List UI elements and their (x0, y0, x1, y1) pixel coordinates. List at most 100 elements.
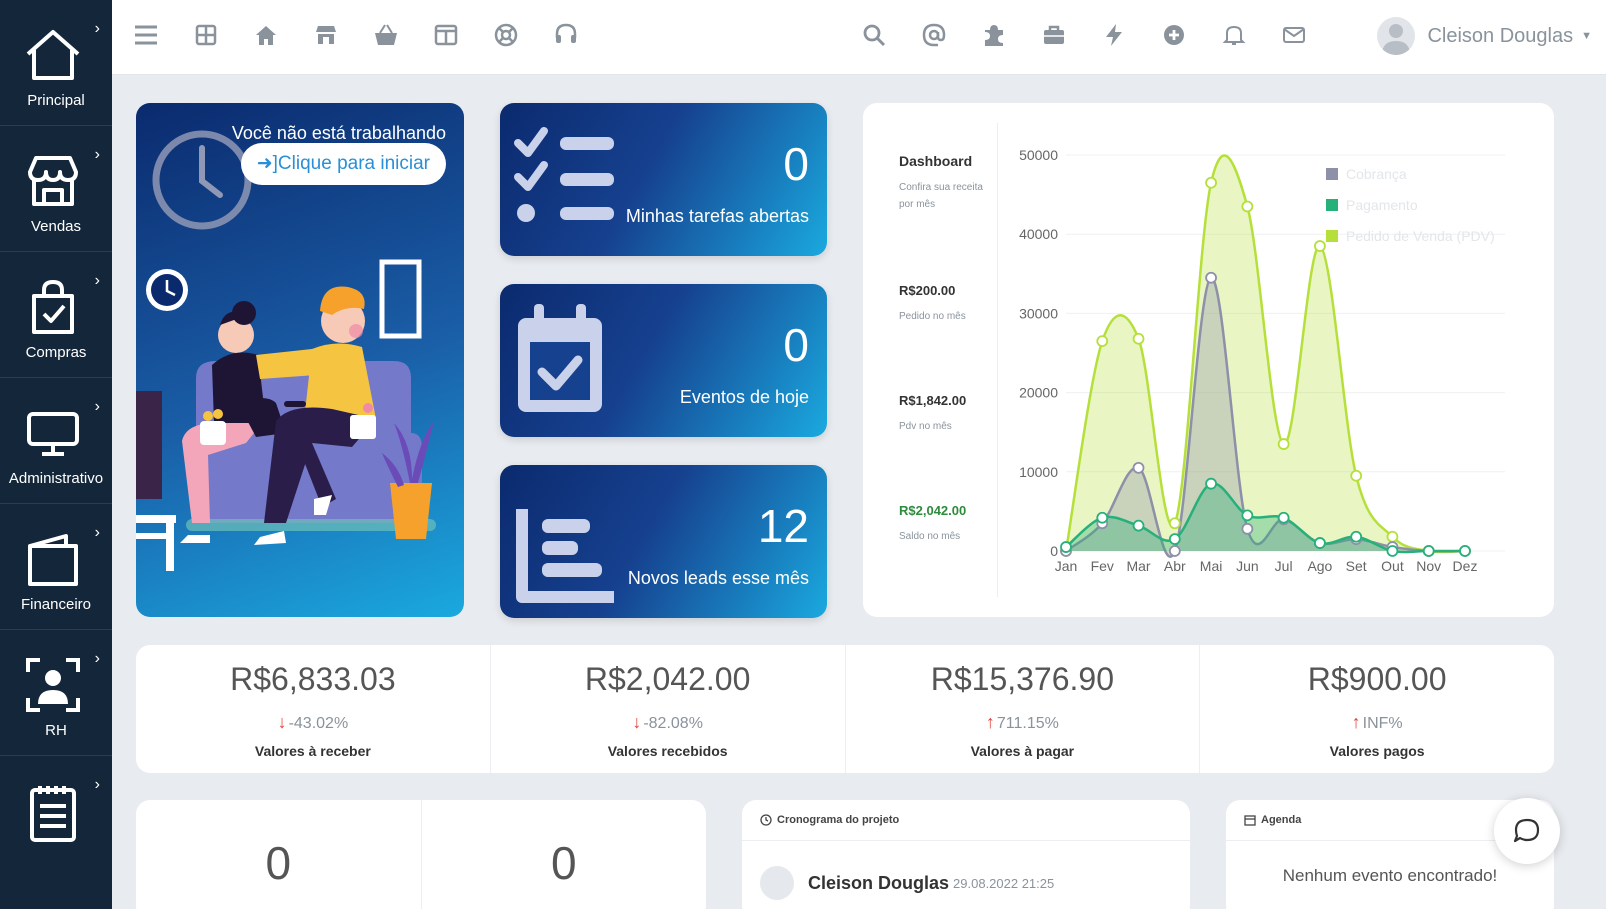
y-tick-label: 50000 (1019, 147, 1058, 163)
sidebar-item-rh[interactable]: › RH (0, 630, 112, 756)
columns-icon[interactable] (433, 22, 459, 48)
y-tick-label: 40000 (1019, 226, 1058, 242)
x-tick-label: Set (1346, 558, 1367, 574)
sidebar-item-vendas[interactable]: › Vendas (0, 126, 112, 252)
sidebar-item-notes[interactable]: › (0, 756, 112, 882)
open-tasks-caption: Minhas tarefas abertas (625, 206, 809, 226)
total-received[interactable]: R$2,042.00 ↓ -82.08% Valores recebidos (491, 645, 846, 773)
clock-icon (760, 814, 772, 826)
notepad-icon (30, 786, 76, 842)
data-point (1350, 469, 1363, 482)
data-point (1096, 335, 1109, 348)
legend-swatch (1326, 199, 1338, 211)
panel-header: Cronograma do projeto (742, 800, 1190, 841)
search-icon[interactable] (861, 22, 887, 48)
x-tick-label: Ago (1307, 558, 1332, 574)
lifebuoy-icon[interactable] (493, 22, 519, 48)
x-tick-label: Mai (1200, 558, 1223, 574)
timeline-entry[interactable]: Cleison Douglas 29.08.2022 21:25 (760, 866, 1054, 900)
kpi-value: R$1,842.00 (899, 393, 967, 408)
data-point (1459, 545, 1471, 557)
data-point (1132, 519, 1145, 532)
x-tick-label: Jan (1055, 558, 1078, 574)
y-tick-label: 30000 (1019, 305, 1058, 321)
home-icon (26, 30, 80, 80)
sidebar-item-administrativo[interactable]: › Administrativo (0, 378, 112, 504)
sidebar-item-label: Compras (25, 344, 87, 361)
user-menu[interactable]: Cleison Douglas ▼ (1377, 13, 1592, 59)
sidebar-item-compras[interactable]: › Compras (0, 252, 112, 378)
home-icon[interactable] (253, 22, 279, 48)
kpi-label: Pedido no mês (899, 311, 966, 322)
data-point (1422, 545, 1435, 557)
chat-bubble-icon (1513, 818, 1540, 843)
series-area (1066, 277, 1465, 557)
total-payable[interactable]: R$15,376.90 ↑ 711.15% Valores à pagar (846, 645, 1201, 773)
sidebar: › Principal › Vendas › Compras › Adminis… (0, 0, 112, 909)
total-change: ↑ 711.15% (846, 712, 1200, 733)
arrow-up-icon: ↑ (1351, 712, 1361, 732)
work-status-card: Você não está trabalhando ➜]Clique para … (136, 103, 464, 617)
mail-icon[interactable] (1281, 22, 1307, 48)
couple-watching-tv-illustration (136, 130, 436, 571)
store-icon[interactable] (313, 22, 339, 48)
sidebar-item-label: Principal (27, 92, 85, 109)
bolt-icon[interactable] (1101, 22, 1127, 48)
top-navbar: Cleison Douglas ▼ (112, 0, 1606, 75)
data-point (1060, 541, 1072, 553)
counter-value: 0 (550, 837, 577, 889)
avatar (1377, 17, 1416, 55)
sidebar-item-financeiro[interactable]: › Financeiro (0, 504, 112, 630)
new-leads-card[interactable]: 12 Novos leads esse mês (500, 465, 827, 618)
chevron-right-icon: › (94, 272, 100, 289)
at-icon[interactable] (921, 22, 947, 48)
menu-icon[interactable] (133, 22, 159, 48)
total-label: Valores à receber (254, 743, 371, 759)
agenda-empty-message: Nenhum evento encontrado! (1282, 866, 1498, 885)
data-point (1168, 533, 1181, 546)
total-change-value: -43.02% (288, 715, 349, 732)
revenue-area-chart: 0 10000 20000 30000 40000 50000 Jan Fev Mar Abr Ma… (1019, 147, 1505, 574)
total-change-value: -82.08% (643, 715, 703, 732)
chat-button[interactable] (1494, 798, 1560, 864)
chevron-right-icon: › (94, 776, 100, 793)
start-work-button[interactable]: ➜]Clique para iniciar (240, 143, 446, 185)
plus-circle-icon[interactable] (1161, 22, 1187, 48)
dashboard-subtitle: Confira sua receita por mês (899, 182, 983, 210)
total-label: Valores recebidos (607, 743, 728, 759)
monitor-icon (27, 412, 79, 456)
bell-icon[interactable] (1221, 22, 1247, 48)
data-point (1277, 438, 1290, 450)
open-tasks-card[interactable]: 0 Minhas tarefas abertas (500, 103, 827, 256)
x-tick-label: Jun (1236, 558, 1259, 574)
data-point (1241, 509, 1254, 522)
briefcase-icon[interactable] (1041, 22, 1067, 48)
total-change: ↓ -43.02% (136, 712, 490, 733)
user-frame-icon (26, 658, 80, 712)
data-point (1277, 511, 1290, 524)
arrow-up-icon: ↑ (985, 712, 995, 732)
total-paid[interactable]: R$900.00 ↑ INF% Valores pagos (1200, 645, 1554, 773)
headset-icon[interactable] (553, 22, 579, 48)
sign-in-icon: ➜] (256, 153, 278, 174)
legend-swatch (1326, 230, 1338, 242)
sidebar-item-principal[interactable]: › Principal (0, 0, 112, 126)
x-tick-label: Dez (1453, 558, 1478, 574)
data-point (1350, 530, 1363, 543)
today-events-card[interactable]: 0 Eventos de hoje (500, 284, 827, 437)
data-point (1205, 176, 1217, 189)
grid-icon[interactable] (193, 22, 219, 48)
basket-icon[interactable] (373, 22, 399, 48)
data-point (1314, 537, 1326, 549)
bar-list-icon (516, 509, 614, 603)
caret-down-icon: ▼ (1581, 30, 1592, 42)
arrow-down-icon: ↓ (632, 712, 642, 732)
puzzle-icon[interactable] (981, 22, 1007, 48)
total-receivable[interactable]: R$6,833.03 ↓ -43.02% Valores à receber (136, 645, 491, 773)
legend-label: Pagamento (1346, 197, 1418, 213)
total-amount: R$2,042.00 (584, 661, 751, 697)
timeline-author: Cleison Douglas (808, 872, 950, 893)
sidebar-item-label: Administrativo (8, 470, 104, 487)
shopping-bag-icon (32, 280, 74, 334)
data-point (1132, 461, 1145, 474)
